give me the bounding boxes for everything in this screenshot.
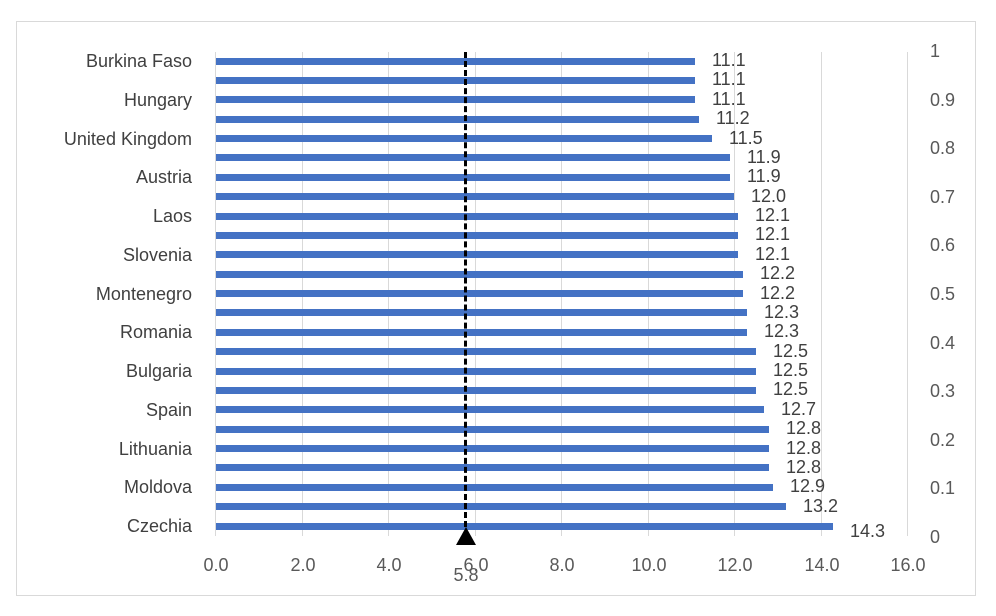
secondary-y-tick-label: 0.3 <box>930 381 956 401</box>
bar <box>216 116 699 123</box>
bar <box>216 484 773 491</box>
data-label: 14.3 <box>850 521 886 541</box>
data-label: 12.1 <box>755 224 791 244</box>
data-label: 12.9 <box>790 476 826 496</box>
data-label: 11.2 <box>716 108 750 128</box>
x-axis-tick-label: 14.0 <box>804 555 840 575</box>
bar <box>216 232 738 239</box>
secondary-y-tick-label: 0.5 <box>930 284 956 304</box>
reference-line-dashed <box>464 52 467 527</box>
x-axis-tick-label: 2.0 <box>290 555 316 575</box>
data-label: 12.3 <box>764 321 800 341</box>
category-label: Montenegro <box>95 284 192 304</box>
bar <box>216 174 730 181</box>
category-label: Bulgaria <box>125 361 192 381</box>
bar <box>216 523 833 530</box>
data-label: 12.3 <box>764 302 800 322</box>
data-label: 12.5 <box>773 360 809 380</box>
bar <box>216 251 738 258</box>
data-label: 12.8 <box>786 457 822 477</box>
bar <box>216 368 756 375</box>
data-label: 12.1 <box>755 205 791 225</box>
x-axis-tick-label: 16.0 <box>890 555 926 575</box>
secondary-y-tick-label: 0.8 <box>930 138 956 158</box>
reference-line-label: 5.8 <box>453 565 479 585</box>
bar <box>216 329 747 336</box>
category-label: Austria <box>135 167 192 187</box>
category-label: Spain <box>145 400 192 420</box>
bar <box>216 387 756 394</box>
bar <box>216 77 695 84</box>
data-label: 13.2 <box>803 496 839 516</box>
bar <box>216 271 743 278</box>
chart-frame <box>16 21 976 596</box>
x-axis-tick-label: 10.0 <box>631 555 667 575</box>
category-label: Romania <box>119 322 192 342</box>
data-label: 12.2 <box>760 263 796 283</box>
bar <box>216 426 769 433</box>
data-label: 11.9 <box>747 147 781 167</box>
data-label: 12.2 <box>760 283 796 303</box>
data-label: 12.8 <box>786 418 822 438</box>
data-label: 11.5 <box>729 128 763 148</box>
bar <box>216 96 695 103</box>
bar <box>216 309 747 316</box>
bar <box>216 213 738 220</box>
x-gridline <box>821 52 822 536</box>
data-label: 11.1 <box>712 89 746 109</box>
data-label: 12.0 <box>751 186 787 206</box>
secondary-y-tick-label: 0.1 <box>930 478 956 498</box>
secondary-y-tick-label: 0.4 <box>930 333 956 353</box>
bar <box>216 445 769 452</box>
category-label: Hungary <box>123 90 192 110</box>
data-label: 11.9 <box>747 166 781 186</box>
bar <box>216 464 769 471</box>
category-label: Burkina Faso <box>85 51 192 71</box>
data-label: 12.1 <box>755 244 791 264</box>
category-label: Laos <box>152 206 192 226</box>
x-axis-tick-label: 12.0 <box>717 555 753 575</box>
bar <box>216 348 756 355</box>
data-label: 12.7 <box>781 399 817 419</box>
data-label: 12.5 <box>773 379 809 399</box>
secondary-y-tick-label: 0.7 <box>930 187 956 207</box>
category-label: Lithuania <box>118 439 192 459</box>
secondary-y-tick-label: 0.2 <box>930 430 956 450</box>
data-label: 12.5 <box>773 341 809 361</box>
x-axis-tick-label: 8.0 <box>549 555 575 575</box>
bar <box>216 406 764 413</box>
data-label: 11.1 <box>712 50 746 70</box>
x-gridline <box>215 52 216 536</box>
bar <box>216 58 695 65</box>
x-gridline <box>907 52 908 536</box>
secondary-y-tick-label: 1 <box>930 41 941 61</box>
secondary-y-tick-label: 0.6 <box>930 235 956 255</box>
x-axis-tick-label: 6.0 <box>463 555 489 575</box>
data-label: 11.1 <box>712 69 746 89</box>
bar <box>216 193 734 200</box>
bar <box>216 290 743 297</box>
secondary-y-tick-label: 0 <box>930 527 941 547</box>
bar <box>216 503 786 510</box>
category-label: Czechia <box>126 516 192 536</box>
category-label: Slovenia <box>122 245 192 265</box>
category-label: Moldova <box>123 477 192 497</box>
category-label: United Kingdom <box>63 129 192 149</box>
triangle-marker-icon <box>456 527 476 545</box>
secondary-y-tick-label: 0.9 <box>930 90 956 110</box>
data-label: 12.8 <box>786 438 822 458</box>
x-axis-tick-label: 0.0 <box>203 555 229 575</box>
x-axis-tick-label: 4.0 <box>376 555 402 575</box>
bar <box>216 154 730 161</box>
